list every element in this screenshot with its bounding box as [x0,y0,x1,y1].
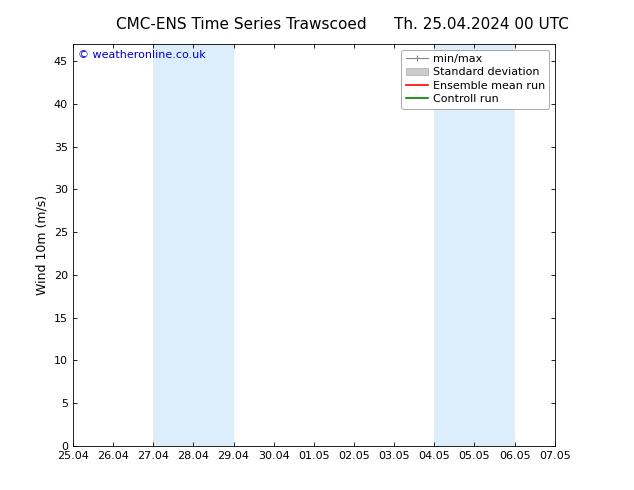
Bar [153,44,233,446]
Text: © weatheronline.co.uk: © weatheronline.co.uk [78,50,205,60]
Legend: min/max, Standard deviation, Ensemble mean run, Controll run: min/max, Standard deviation, Ensemble me… [401,49,549,109]
Bar [434,44,515,446]
Text: Th. 25.04.2024 00 UTC: Th. 25.04.2024 00 UTC [394,17,569,32]
Text: CMC-ENS Time Series Trawscoed: CMC-ENS Time Series Trawscoed [115,17,366,32]
Y-axis label: Wind 10m (m/s): Wind 10m (m/s) [36,195,48,295]
